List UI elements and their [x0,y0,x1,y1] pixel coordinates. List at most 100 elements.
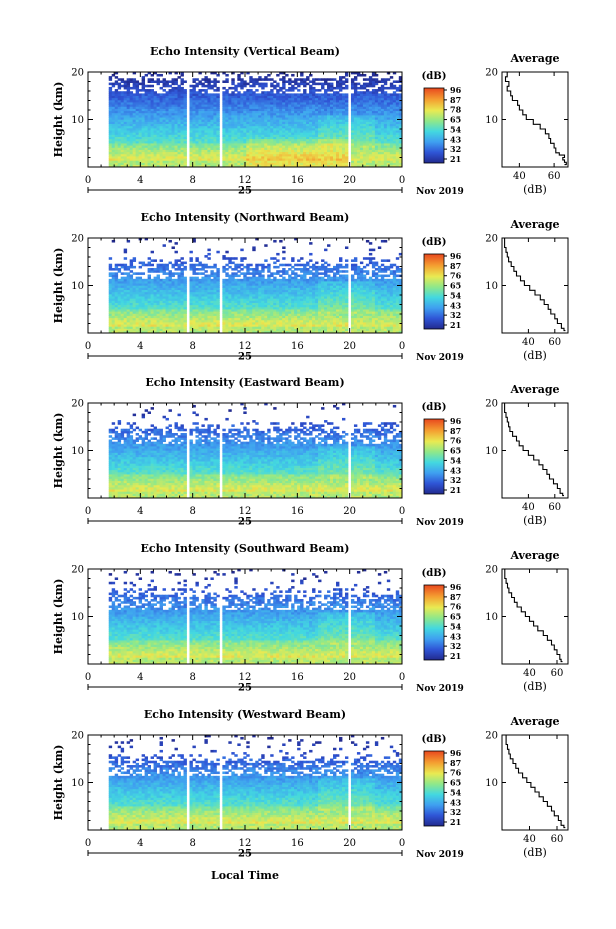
average-title: Average [509,549,559,562]
y-axis-title: Height (km) [52,413,65,489]
colorbar-tick-label: 21 [450,485,461,495]
x-tick-label: 8 [189,672,195,683]
average-y-tick-label: 10 [485,778,498,789]
x-tick-label: 8 [189,506,195,517]
date-label: Nov 2019 [416,850,464,860]
y-axis-title: Height (km) [52,579,65,655]
colorbar-tick-label: 54 [450,290,462,300]
colorbar-tick-label: 32 [450,144,461,154]
beam-panel: Echo Intensity (Southward Beam) 0 4 8 12 16 20… [52,542,569,694]
y-tick-label: 20 [71,565,84,576]
average-x-label: (dB) [523,349,547,362]
day-label: 25 [238,186,252,197]
y-tick-label: 20 [71,68,84,79]
panel-title: Echo Intensity (Northward Beam) [141,211,350,224]
x-tick-label: 12 [239,672,252,683]
average-profile-line [504,238,566,332]
colorbar-tick-label: 76 [450,602,462,612]
colorbar-tick-label: 65 [450,115,461,125]
colorbar-tick-label: 32 [450,310,461,320]
x-tick-label: 4 [137,838,143,849]
colorbar-tick-label: 43 [450,631,462,641]
average-y-tick-label: 20 [485,565,498,576]
x-tick-label: 4 [137,175,143,186]
x-tick-label: 16 [291,672,304,683]
colorbar [423,87,445,164]
average-x-tick-label: 60 [548,502,561,513]
x-tick-label: 4 [137,672,143,683]
colorbar-tick-label: 54 [450,621,462,631]
x-tick-label: 12 [239,506,252,517]
x-tick-label: 4 [137,341,143,352]
colorbar-tick-label: 96 [450,582,462,592]
x-tick-label: 12 [239,341,252,352]
average-y-tick-label: 20 [485,68,498,79]
colorbar-unit: (dB) [422,71,447,82]
x-axis-title: Local Time [211,869,279,882]
x-tick-label: 12 [239,838,252,849]
y-tick-label: 10 [71,612,84,623]
average-y-tick-label: 10 [485,281,498,292]
x-tick-label: 20 [343,341,356,352]
x-tick-label: 20 [343,175,356,186]
heatmap-cells [108,734,403,831]
colorbar-tick-label: 96 [450,416,462,426]
average-x-label: (dB) [523,680,547,693]
colorbar-tick-label: 96 [450,748,462,758]
y-tick-label: 10 [71,446,84,457]
day-label: 25 [238,352,252,363]
average-frame [501,568,569,665]
x-tick-label: 0 [399,175,405,186]
y-tick-label: 20 [71,234,84,245]
day-label: 25 [238,683,252,694]
heatmap-cells [108,568,403,665]
y-tick-label: 10 [71,281,84,292]
average-frame [501,237,569,334]
date-label: Nov 2019 [416,353,464,363]
x-tick-label: 8 [189,175,195,186]
y-axis-title: Height (km) [52,248,65,324]
colorbar-tick-label: 87 [450,95,461,105]
colorbar-tick-label: 21 [450,817,461,827]
average-x-label: (dB) [523,183,547,196]
panel-title: Echo Intensity (Eastward Beam) [145,376,344,389]
colorbar-tick-label: 65 [450,446,461,456]
y-axis-title: Height (km) [52,82,65,158]
colorbar-tick-label: 21 [450,154,461,164]
average-y-tick-label: 10 [485,446,498,457]
colorbar-tick-label: 43 [450,797,462,807]
heatmap-cells [108,402,403,499]
colorbar-tick-label: 96 [450,251,462,261]
average-profile-line [504,569,563,663]
colorbar-tick-label: 65 [450,281,461,291]
average-title: Average [509,218,559,231]
x-tick-label: 0 [85,175,91,186]
average-y-tick-label: 10 [485,115,498,126]
colorbar-unit: (dB) [422,568,447,579]
beam-panel: Echo Intensity (Westward Beam) 0 4 8 12 16 20 0… [52,708,569,860]
colorbar-tick-label: 76 [450,436,462,446]
average-profile-line [505,735,566,829]
colorbar [423,750,445,827]
colorbar-unit: (dB) [422,237,447,248]
colorbar-tick-label: 87 [450,592,461,602]
date-label: Nov 2019 [416,684,464,694]
average-x-tick-label: 40 [513,171,526,182]
average-x-tick-label: 40 [523,668,536,679]
average-title: Average [509,383,559,396]
average-x-tick-label: 40 [523,834,536,845]
day-label: 25 [238,849,252,860]
colorbar-tick-label: 65 [450,612,461,622]
average-y-tick-label: 20 [485,234,498,245]
day-label: 25 [238,517,252,528]
colorbar-tick-label: 76 [450,768,462,778]
date-label: Nov 2019 [416,187,464,197]
colorbar-tick-label: 43 [450,300,462,310]
average-y-tick-label: 10 [485,612,498,623]
average-y-tick-label: 20 [485,731,498,742]
colorbar-tick-label: 65 [450,778,461,788]
x-tick-label: 4 [137,506,143,517]
heatmap-cells [108,71,403,168]
panel-title: Echo Intensity (Southward Beam) [141,542,350,555]
